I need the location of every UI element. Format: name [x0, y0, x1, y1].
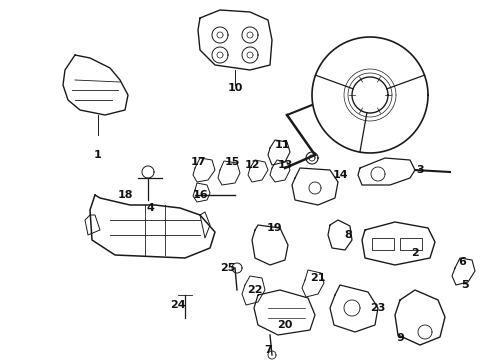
Text: 1: 1 [94, 150, 102, 160]
Text: 5: 5 [461, 280, 469, 290]
Bar [400, 238, 422, 250]
Text: 17: 17 [190, 157, 206, 167]
Text: 12: 12 [244, 160, 260, 170]
Text: 18: 18 [117, 190, 133, 200]
Text: 13: 13 [277, 160, 293, 170]
Text: 3: 3 [416, 165, 424, 175]
Text: 9: 9 [396, 333, 404, 343]
Text: 16: 16 [192, 190, 208, 200]
Text: 6: 6 [458, 257, 466, 267]
Text: 2: 2 [411, 248, 419, 258]
Text: 8: 8 [344, 230, 352, 240]
Text: 7: 7 [264, 345, 272, 355]
Text: 20: 20 [277, 320, 293, 330]
Text: 10: 10 [227, 83, 243, 93]
Text: 4: 4 [146, 203, 154, 213]
Text: 21: 21 [310, 273, 326, 283]
Text: 24: 24 [170, 300, 186, 310]
Text: 23: 23 [370, 303, 386, 313]
Text: 15: 15 [224, 157, 240, 167]
Text: 11: 11 [274, 140, 290, 150]
Bar [372, 238, 394, 250]
Text: 14: 14 [332, 170, 348, 180]
Text: 19: 19 [267, 223, 283, 233]
Text: 25: 25 [220, 263, 236, 273]
Text: 22: 22 [247, 285, 263, 295]
